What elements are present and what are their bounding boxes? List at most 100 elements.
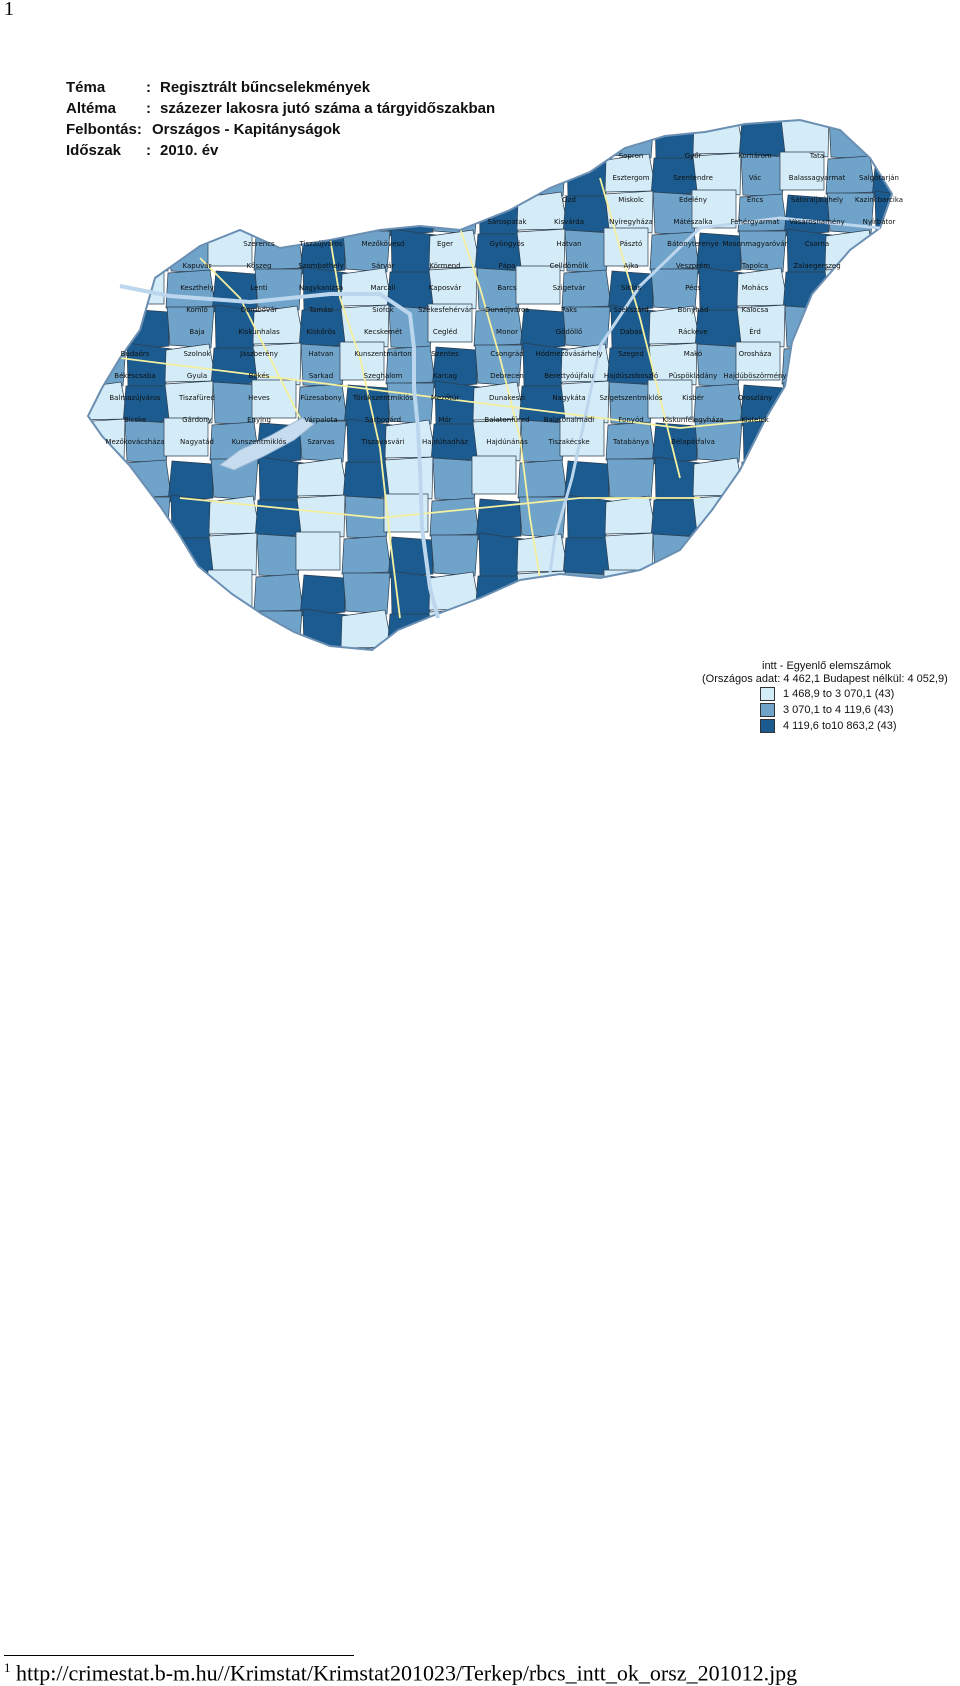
district-label: Orosháza bbox=[739, 350, 772, 358]
legend-item: 1 468,9 to 3 070,1 (43) bbox=[702, 687, 948, 701]
district-label: Szerencs bbox=[243, 240, 275, 248]
district-area bbox=[166, 195, 215, 235]
legend-label: 1 468,9 to 3 070,1 (43) bbox=[783, 688, 895, 700]
county-border bbox=[179, 497, 700, 519]
district-area bbox=[780, 419, 833, 459]
district-label: Pásztó bbox=[620, 240, 643, 248]
district-area bbox=[164, 380, 214, 424]
district-label: Berettyóújfalu bbox=[544, 372, 594, 380]
district-area bbox=[867, 120, 892, 153]
district-area bbox=[783, 194, 830, 237]
district-label: Bonyhád bbox=[678, 306, 709, 314]
district-area bbox=[88, 455, 121, 495]
district-area bbox=[913, 229, 960, 271]
district-area bbox=[163, 417, 209, 457]
district-label: Balatonalmádi bbox=[544, 416, 595, 424]
district-label: Vác bbox=[749, 174, 762, 182]
district-label: Barcs bbox=[497, 284, 517, 292]
footnote-marker: 1 bbox=[4, 1660, 11, 1675]
district-label: Kecskemét bbox=[364, 328, 402, 336]
district-area bbox=[915, 155, 960, 196]
footnote-url[interactable]: http://crimestat.b-m.hu//Krimstat/Krimst… bbox=[16, 1660, 798, 1686]
district-area bbox=[606, 458, 655, 501]
district-area bbox=[913, 571, 960, 613]
district-area bbox=[916, 309, 960, 350]
district-area bbox=[471, 455, 517, 495]
district-label: Kunszentmárton bbox=[354, 350, 411, 358]
district-label: Szombathely bbox=[298, 262, 344, 270]
district-area bbox=[915, 386, 960, 424]
county-border bbox=[199, 257, 301, 419]
district-area bbox=[779, 493, 825, 533]
lake-balaton bbox=[218, 417, 315, 471]
header-value: százezer lakosra jutó száma a tárgyidősz… bbox=[160, 100, 496, 117]
district-label: Szarvas bbox=[307, 438, 335, 446]
district-area bbox=[647, 379, 693, 419]
district-area bbox=[475, 498, 522, 541]
district-area bbox=[520, 651, 565, 692]
district-label: Oroszlány bbox=[738, 394, 773, 402]
district-label: Hajdúböszörmény bbox=[723, 372, 786, 380]
district-area bbox=[386, 688, 435, 718]
district-area bbox=[870, 575, 892, 615]
district-label: Szentes bbox=[431, 350, 459, 358]
county-border bbox=[459, 227, 541, 579]
district-area bbox=[518, 154, 567, 197]
district-label: Gyula bbox=[187, 372, 207, 380]
district-label: Dombóvár bbox=[241, 306, 278, 314]
district-label: Kiskunhalas bbox=[238, 328, 280, 336]
district-area bbox=[780, 456, 830, 500]
district-label: Tamási bbox=[308, 306, 333, 314]
district-area bbox=[779, 151, 825, 191]
district-area bbox=[562, 537, 611, 577]
district-area bbox=[650, 610, 699, 650]
district-label: Mezőkovácsháza bbox=[105, 437, 164, 446]
district-label: Szentendre bbox=[673, 174, 713, 182]
legend-item: 3 070,1 to 4 119,6 (43) bbox=[702, 703, 948, 717]
district-label: Érd bbox=[749, 327, 761, 336]
district-label: Balassagyarmat bbox=[789, 174, 846, 182]
district-label: Szeged bbox=[618, 350, 644, 358]
district-area bbox=[914, 460, 960, 498]
legend-swatch bbox=[760, 703, 775, 717]
district-area bbox=[603, 227, 649, 267]
district-area bbox=[88, 498, 126, 541]
district-area bbox=[738, 572, 787, 615]
district-label: Székesfehérvár bbox=[418, 306, 472, 314]
footnote: 1 http://crimestat.b-m.hu//Krimstat/Krim… bbox=[4, 1660, 797, 1686]
district-area bbox=[786, 570, 833, 617]
district-label: Kisbér bbox=[682, 394, 704, 402]
district-area bbox=[915, 497, 960, 538]
district-area bbox=[166, 306, 215, 349]
district-label: Tiszafüred bbox=[178, 394, 215, 402]
district-area bbox=[736, 304, 786, 348]
district-label: Nagykáta bbox=[552, 394, 585, 402]
legend-label: 4 119,6 to10 863,2 (43) bbox=[783, 720, 897, 732]
district-area bbox=[88, 575, 127, 615]
district-area bbox=[430, 534, 479, 577]
district-label: Kiskunfélegyháza bbox=[662, 416, 723, 424]
district-area bbox=[211, 612, 258, 650]
district-area bbox=[88, 649, 128, 650]
district-area bbox=[295, 189, 341, 229]
district-label: Bicske bbox=[124, 416, 146, 424]
district-label: Sopron bbox=[619, 152, 644, 160]
district-label: Nagyatád bbox=[180, 438, 214, 446]
district-label: Monor bbox=[496, 328, 518, 336]
header-value: Regisztrált bűncselekmények bbox=[160, 79, 371, 96]
page-number: 1 bbox=[4, 0, 14, 20]
district-area bbox=[167, 460, 214, 503]
district-area bbox=[610, 646, 657, 650]
district-label: Szolnok bbox=[183, 350, 211, 358]
district-area bbox=[519, 308, 566, 351]
district-area bbox=[824, 608, 874, 650]
district-label: Mezőtúr bbox=[431, 393, 459, 402]
district-area bbox=[122, 154, 171, 197]
district-area bbox=[296, 152, 346, 196]
district-label: Kunszentmiklós bbox=[232, 438, 287, 446]
district-label: Miskolc bbox=[618, 196, 644, 204]
district-area bbox=[782, 382, 831, 425]
district-area bbox=[738, 230, 787, 273]
district-label: Mohács bbox=[742, 284, 769, 292]
district-area bbox=[740, 495, 788, 540]
